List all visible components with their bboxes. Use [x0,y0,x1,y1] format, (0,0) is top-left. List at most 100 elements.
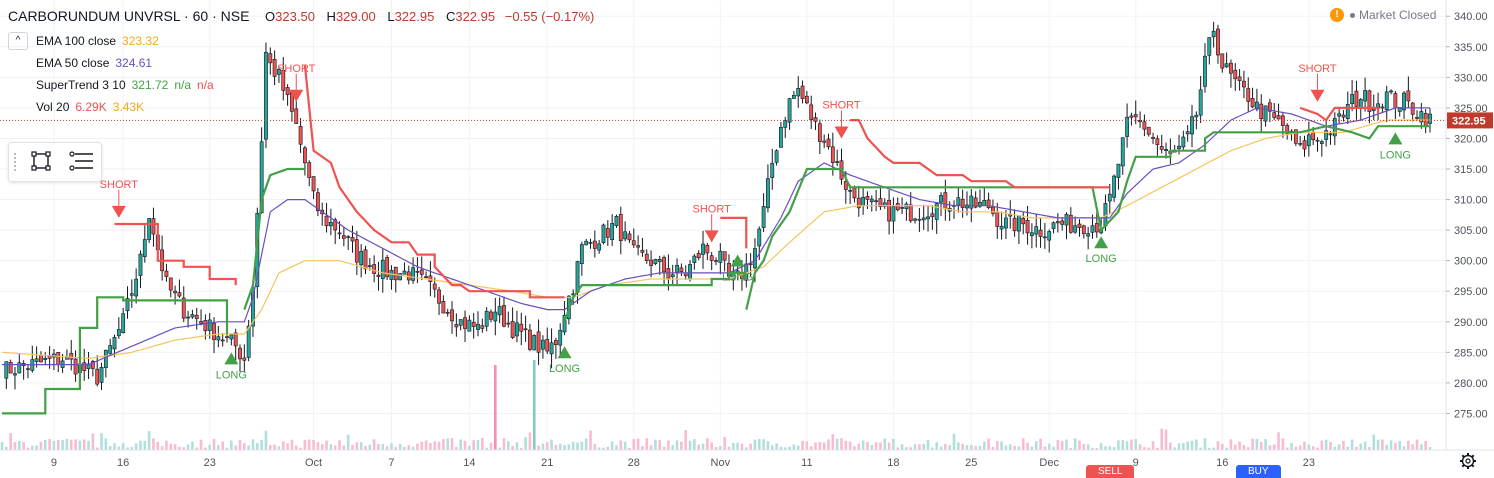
volume-bars [0,360,1432,450]
volume-bar [511,445,514,450]
volume-bar [701,443,705,450]
volume-bar [714,446,718,450]
volume-bar [835,438,839,450]
volume-bar [567,444,571,450]
legend-ema50[interactable]: EMA 50 close 324.61 [8,52,214,74]
volume-bar [277,446,281,450]
volume-bar [541,443,545,450]
short-signal-label: SHORT [277,63,316,75]
candle-body [1125,116,1129,137]
candle-body [714,260,718,262]
candle-body [1272,112,1277,118]
price-axis[interactable]: 275.00 280.00 285.00 290.00 295.00 300.00 305.… [1445,0,1494,450]
legend-ema100[interactable]: ^ EMA 100 close 323.32 [8,30,214,52]
candle-body [636,245,641,248]
volume-bar [1004,445,1008,450]
volume-bar [719,446,722,450]
volume-bar [589,430,592,450]
volume-bar [294,445,298,450]
candle-body [722,251,727,261]
volume-bar [1008,444,1012,450]
candle-body [523,328,528,331]
candle-body [1319,141,1324,144]
volume-bar [1411,444,1414,450]
volume-bar [381,444,385,450]
volume-bar [1359,443,1363,450]
candle-body [917,218,922,221]
volume-bar [82,439,86,450]
candle-body [1086,233,1091,237]
candle-body [1159,146,1164,150]
legend-supertrend[interactable]: SuperTrend 3 10 321.72 n/a n/a [8,74,214,96]
time-tick-label: 7 [388,457,394,469]
volume-bar [887,442,891,450]
candle-body [1194,114,1199,118]
time-axis[interactable]: 9 16 23 Oct 7 14 21 28 Nov 11 18 25 Dec 9 16 23 [0,449,1494,469]
buy-button[interactable]: BUY [1236,465,1281,478]
supertrend-na-1: n/a [174,78,192,92]
symbol-name[interactable]: CARBORUNDUM UNVRSL · 60 · NSE [8,8,250,24]
volume-bar [442,439,445,450]
candle-body [1004,217,1008,229]
long-signal-icon [224,352,239,365]
candle-body [1406,90,1411,102]
sell-button[interactable]: SELL [1086,465,1135,478]
candle-body [1090,225,1095,233]
lines-tool-icon[interactable] [69,151,93,171]
candle-body [1246,88,1251,102]
candle-body [341,235,346,239]
candle-body [882,202,887,207]
volume-bar [134,443,138,450]
time-tick-label: 14 [463,457,475,469]
candle-body [303,147,307,164]
candle-body [1073,225,1078,233]
volume-bar [61,439,64,450]
candle-body [1350,94,1355,105]
candle-body [1038,229,1043,237]
volume-bar [706,438,709,450]
candle-body [1341,114,1346,118]
candle-body [376,274,381,277]
volume-bar [987,438,990,450]
volume-bar [515,442,519,450]
candle-body [644,253,649,262]
candle-body [1164,149,1168,151]
candle-body [926,216,930,220]
long-signal-icon [557,346,572,359]
market-status[interactable]: ! Market Closed [1330,8,1436,22]
volume-bar [506,441,510,450]
candle-body [129,293,134,296]
volume-bar [1021,438,1025,450]
volume-bar [740,443,744,450]
volume-bar [1303,441,1306,450]
candle-body [259,141,264,214]
legend-volume[interactable]: Vol 20 6.29K 3.43K [8,96,214,118]
candle-body [419,269,424,275]
gear-icon[interactable] [1459,452,1477,470]
candle-body [843,181,848,190]
candle-body [220,339,225,342]
candle-body [1428,113,1432,124]
volume-bar [1320,440,1324,450]
candle-body [116,329,121,337]
rectangle-tool-icon[interactable] [31,151,51,171]
volume-bar [35,445,38,450]
volume-bar [195,447,199,450]
volume-bar [537,445,540,450]
volume-bar [675,440,679,450]
candle-body [921,217,926,221]
price-tick-label: 310.00 [1454,195,1488,207]
collapse-icon[interactable]: ^ [8,32,28,50]
volume-bar [636,438,640,450]
volume-bar [481,437,484,450]
drag-handle-icon[interactable] [13,152,17,172]
volume-bar [403,447,406,450]
candle-body [1237,76,1242,81]
ema100-label: EMA 100 close [36,34,117,48]
volume-bar [489,442,493,450]
volume-bar [1125,441,1129,450]
candle-body [804,95,809,104]
long-signal-label: LONG [1086,253,1117,265]
candle-body [73,358,78,375]
